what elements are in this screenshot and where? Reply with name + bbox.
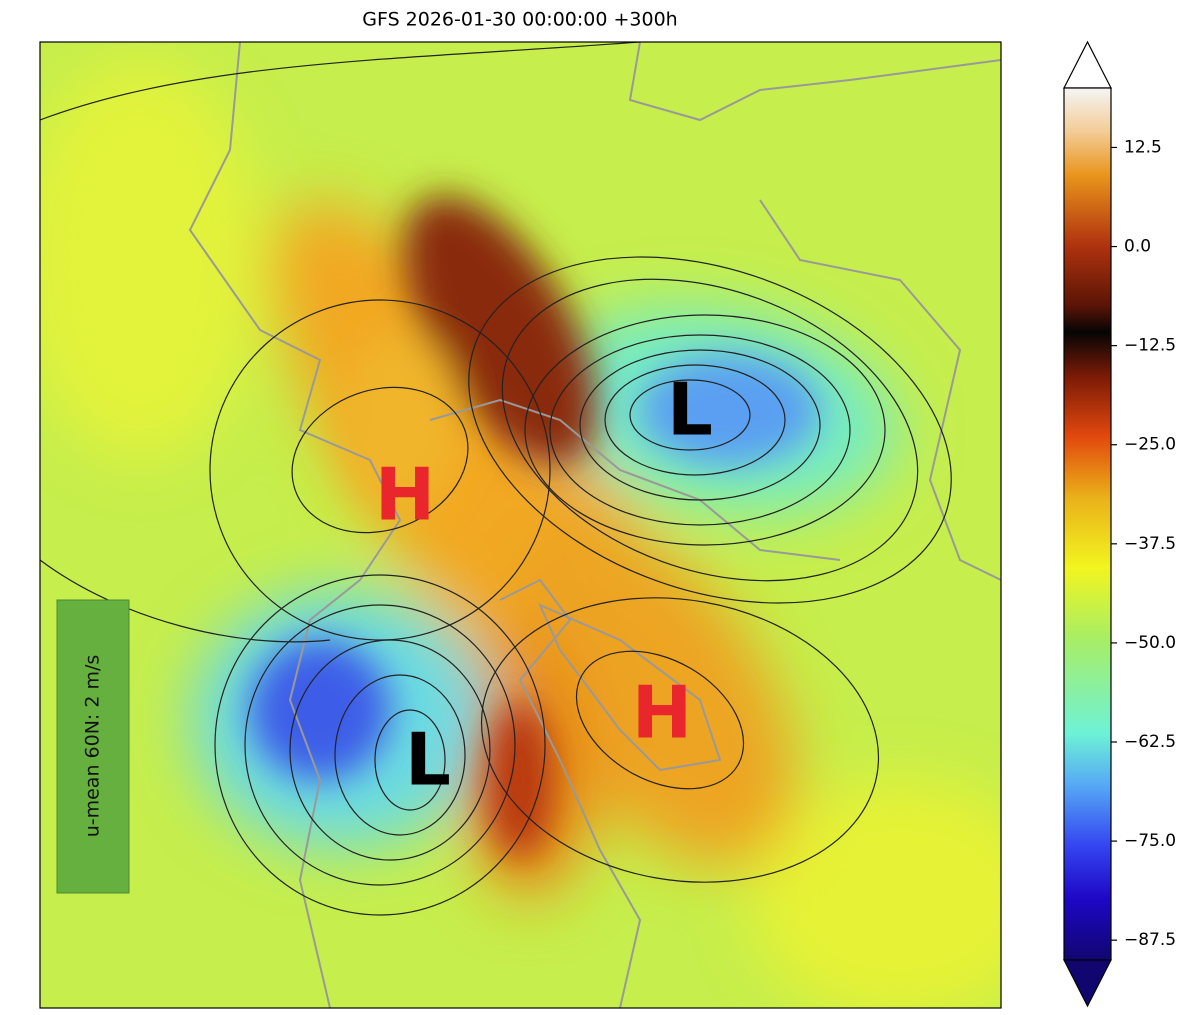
colorbar-tick-label: −25.0	[1124, 435, 1176, 455]
contours	[40, 42, 952, 916]
map-frame	[39, 41, 1002, 1009]
high-label: H	[632, 671, 692, 755]
low-label: L	[405, 718, 451, 802]
colorbar-scale	[1063, 87, 1112, 961]
colorbar-extend-top	[1063, 40, 1112, 89]
map: H L H L u-mean 60N: 2 m/s	[40, 42, 1001, 1008]
colorbar-tick-label: −12.5	[1124, 336, 1176, 356]
title: GFS 2026-01-30 00:00:00 +300h	[362, 9, 677, 31]
colorbar: 12.5 0.0 −12.5 −25.0 −37.5 −50.0 −62.5 −75.0 −87…	[1063, 40, 1176, 1008]
low-label: L	[667, 368, 713, 452]
colorbar-tick-label: 0.0	[1124, 237, 1151, 257]
colorbar-tick-label: −50.0	[1124, 633, 1176, 653]
coastlines	[188, 42, 1001, 1008]
colorbar-tick-label: −87.5	[1124, 930, 1176, 950]
colorbar-tick-label: −37.5	[1124, 534, 1176, 554]
high-label: H	[375, 453, 435, 537]
colorbar-tick-label: 12.5	[1124, 137, 1162, 157]
colorbar-tick-label: −75.0	[1124, 831, 1176, 851]
colorbar-tick-label: −62.5	[1124, 732, 1176, 752]
colorbar-extend-bottom	[1063, 959, 1112, 1008]
annotation: u-mean 60N: 2 m/s	[82, 655, 104, 838]
annotation-box	[56, 599, 130, 894]
